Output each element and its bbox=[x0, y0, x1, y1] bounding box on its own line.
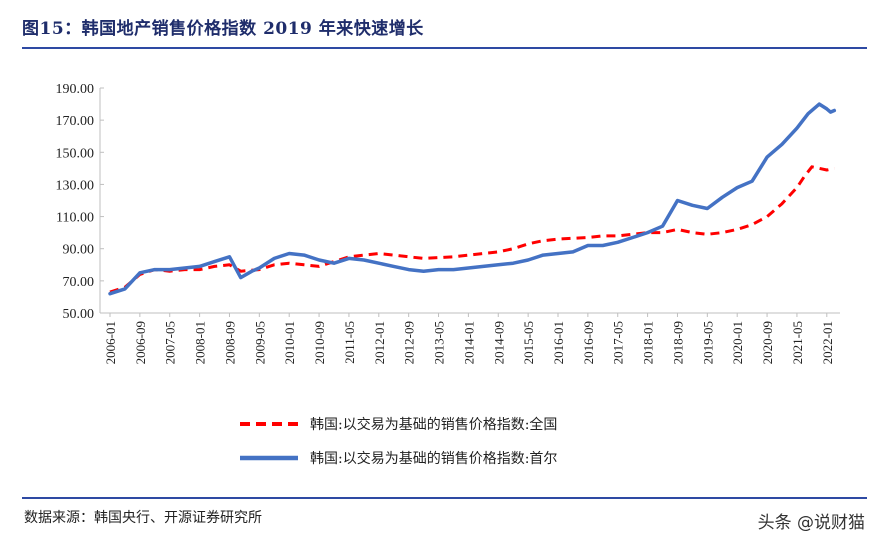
x-tick-label: 2010-09 bbox=[312, 321, 327, 364]
y-tick-label: 50.00 bbox=[63, 307, 95, 322]
y-tick-label: 130.00 bbox=[56, 178, 95, 193]
x-tick-label: 2016-09 bbox=[581, 321, 596, 364]
x-tick-label: 2022-01 bbox=[820, 321, 835, 364]
x-tick-label: 2013-05 bbox=[432, 321, 447, 364]
footer-divider bbox=[22, 497, 867, 499]
x-tick-label: 2019-05 bbox=[700, 321, 715, 364]
legend-label-seoul: 韩国:以交易为基础的销售价格指数:首尔 bbox=[310, 450, 557, 467]
y-tick-label: 170.00 bbox=[56, 114, 95, 129]
x-tick-label: 2010-01 bbox=[282, 321, 297, 364]
page-title: 图15：韩国地产销售价格指数 2019 年来快速增长 bbox=[22, 19, 424, 39]
x-axis-ticks: 2006-01 2006-09 2007-05 2008-01 2008-09 2009-… bbox=[103, 313, 835, 364]
x-tick-label: 2008-09 bbox=[222, 321, 237, 364]
x-tick-label: 2006-01 bbox=[103, 321, 118, 364]
x-tick-label: 2016-01 bbox=[551, 321, 566, 364]
x-tick-label: 2009-05 bbox=[252, 321, 267, 364]
series-line-seoul bbox=[108, 102, 837, 296]
title-divider bbox=[22, 47, 867, 49]
x-tick-label: 2015-05 bbox=[521, 321, 536, 364]
x-tick-label: 2021-05 bbox=[790, 321, 805, 364]
y-axis-ticks: 190.00 170.00 150.00 130.00 110.00 90.00 70.00… bbox=[56, 82, 104, 322]
x-tick-label: 2011-05 bbox=[342, 321, 357, 364]
x-tick-label: 2018-01 bbox=[641, 321, 656, 364]
y-tick-label: 110.00 bbox=[56, 211, 94, 226]
x-tick-label: 2006-09 bbox=[133, 321, 148, 364]
x-tick-label: 2014-01 bbox=[461, 321, 476, 364]
x-tick-label: 2012-09 bbox=[402, 321, 417, 364]
x-tick-label: 2008-01 bbox=[193, 321, 208, 364]
legend-label-national: 韩国:以交易为基础的销售价格指数:全国 bbox=[310, 416, 557, 433]
data-source: 数据来源：韩国央行、开源证券研究所 bbox=[24, 510, 262, 526]
x-tick-label: 2018-09 bbox=[670, 321, 685, 364]
y-tick-label: 190.00 bbox=[56, 82, 95, 97]
x-tick-label: 2012-01 bbox=[372, 321, 387, 364]
x-tick-label: 2017-05 bbox=[611, 321, 626, 364]
y-tick-label: 70.00 bbox=[63, 275, 95, 290]
x-tick-label: 2007-05 bbox=[163, 321, 178, 364]
y-tick-label: 150.00 bbox=[56, 146, 95, 161]
x-tick-label: 2020-01 bbox=[730, 321, 745, 364]
series-line-national bbox=[109, 165, 835, 294]
y-tick-label: 90.00 bbox=[63, 243, 95, 258]
series-lines bbox=[108, 102, 837, 296]
x-tick-label: 2020-09 bbox=[760, 321, 775, 364]
watermark: 头条 @说财猫 bbox=[757, 513, 865, 533]
x-tick-label: 2014-09 bbox=[491, 321, 506, 364]
